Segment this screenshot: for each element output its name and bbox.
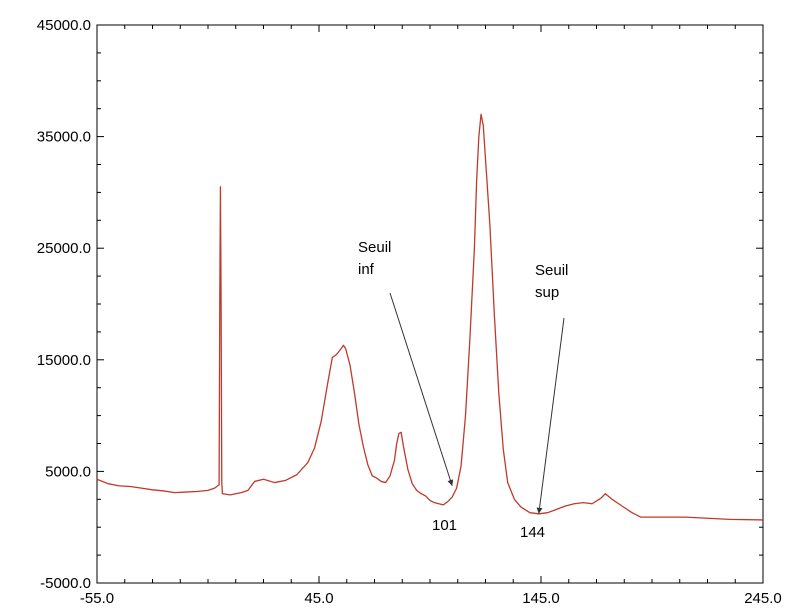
- annotation-arrow: [536, 317, 565, 514]
- annotation-layer: Seuil inf 101 Seuil sup 144: [358, 239, 568, 541]
- series-line: [96, 113, 764, 521]
- annotation-text: sup: [535, 284, 559, 301]
- series-layer: [96, 113, 764, 521]
- annotation-text: Seuil: [535, 262, 568, 279]
- x-tick-label: 245.0: [744, 590, 782, 607]
- x-tick-label: 145.0: [522, 590, 560, 607]
- x-tick-label: -55.0: [80, 590, 114, 607]
- y-tick-label: -5000.0: [40, 575, 91, 592]
- y-tick-label: 15000.0: [37, 352, 91, 369]
- annotation-arrow: [389, 292, 454, 487]
- y-tick-label: 25000.0: [37, 240, 91, 257]
- plot-area-frame: [96, 24, 764, 584]
- x-tick-label: 45.0: [304, 590, 333, 607]
- x-axis-ticks: -55.0 45.0 145.0 245.0: [80, 25, 782, 607]
- annotation-value-label: 144: [520, 524, 545, 541]
- annotation-value-label: 101: [432, 517, 457, 534]
- y-tick-label: 35000.0: [37, 129, 91, 146]
- y-axis-ticks: -5000.0 5000.0 15000.0 25000.0 35000.0 45000.…: [37, 17, 763, 592]
- annotation-text: Seuil: [358, 239, 391, 256]
- annotation-text: inf: [358, 261, 375, 278]
- y-tick-label: 45000.0: [37, 17, 91, 34]
- y-tick-label: 5000.0: [45, 463, 91, 480]
